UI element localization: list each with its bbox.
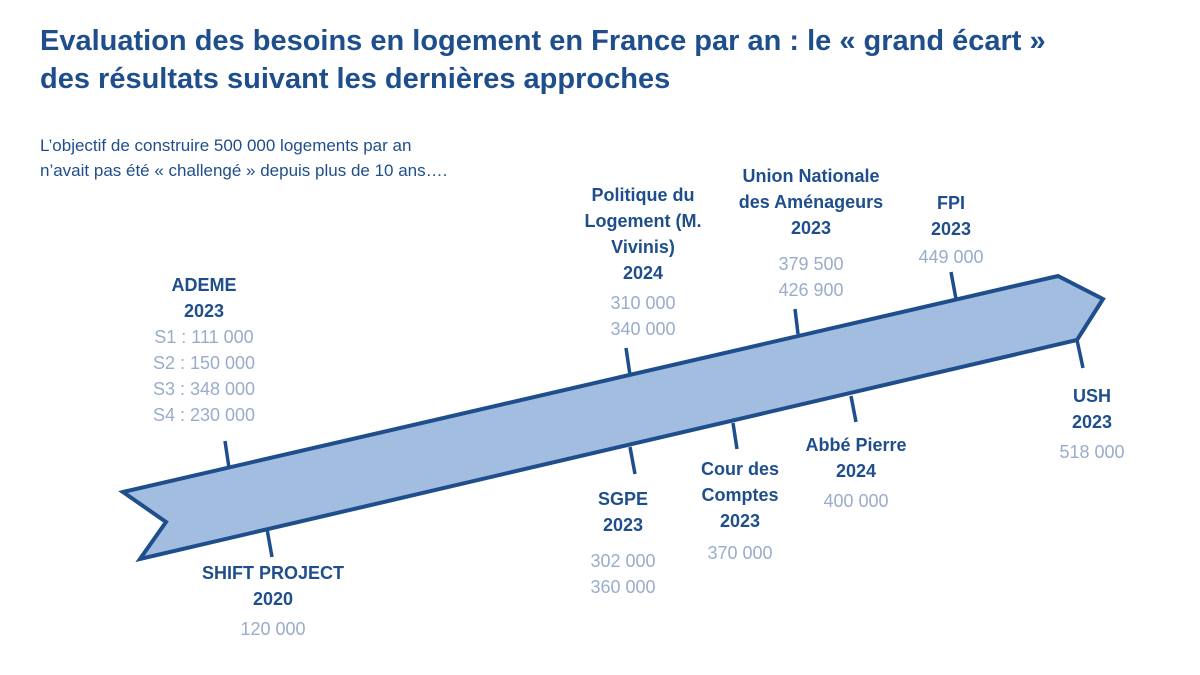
source-value: S2 : 150 000 bbox=[152, 353, 256, 373]
source-politique-du-logement: Politique du Logement (M. Vivinis) 2024 … bbox=[563, 182, 723, 342]
source-value: S4 : 230 000 bbox=[152, 405, 256, 425]
source-year: 2024 bbox=[622, 263, 664, 283]
source-ush: USH 2023 518 000 bbox=[1042, 383, 1142, 465]
source-name: Politique du bbox=[591, 185, 695, 205]
source-fpi: FPI 2023 449 000 bbox=[901, 190, 1001, 270]
source-year: 2023 bbox=[183, 301, 225, 321]
source-name: SHIFT PROJECT bbox=[201, 563, 344, 583]
tick-abbe bbox=[849, 395, 858, 423]
subtitle-line-1: L’objectif de construire 500 000 logemen… bbox=[40, 136, 412, 155]
tick-fpi bbox=[949, 271, 958, 300]
tick-sgpe bbox=[628, 446, 637, 475]
source-value: 340 000 bbox=[610, 319, 676, 339]
source-value: 400 000 bbox=[823, 491, 889, 511]
source-shift-project: SHIFT PROJECT 2020 120 000 bbox=[183, 560, 363, 642]
source-ademe: ADEME 2023 S1 : 111 000 S2 : 150 000 S3 … bbox=[129, 272, 279, 428]
tick-unam bbox=[793, 308, 800, 335]
source-value: 302 000 bbox=[590, 551, 656, 571]
source-value: 120 000 bbox=[240, 619, 306, 639]
source-abbe-pierre: Abbé Pierre 2024 400 000 bbox=[786, 432, 926, 514]
tick-ush bbox=[1075, 339, 1085, 369]
source-union-nationale-des-amenageurs: Union Nationale des Aménageurs 2023 379 … bbox=[726, 163, 896, 303]
source-year: 2024 bbox=[835, 461, 877, 481]
source-value: 360 000 bbox=[590, 577, 656, 597]
source-year: 2023 bbox=[930, 219, 972, 239]
source-sgpe: SGPE 2023 302 000 360 000 bbox=[563, 486, 683, 600]
source-value: 449 000 bbox=[918, 247, 984, 267]
page-title: Evaluation des besoins en logement en Fr… bbox=[40, 22, 1160, 98]
source-value: 310 000 bbox=[610, 293, 676, 313]
source-name: Abbé Pierre bbox=[805, 435, 907, 455]
tick-marks bbox=[223, 271, 1085, 558]
source-year: 2023 bbox=[1071, 412, 1113, 432]
source-year: 2023 bbox=[790, 218, 832, 238]
source-value: 518 000 bbox=[1059, 442, 1125, 462]
subtitle-line-2: n’avait pas été « challengé » depuis plu… bbox=[40, 161, 448, 180]
source-name: Cour des bbox=[700, 459, 779, 479]
source-name: ADEME bbox=[171, 275, 237, 295]
source-value: S1 : 111 000 bbox=[154, 327, 254, 347]
source-value: 379 500 bbox=[778, 254, 844, 274]
source-name: FPI bbox=[936, 193, 965, 213]
tick-politique bbox=[624, 347, 632, 376]
title-line-1: Evaluation des besoins en logement en Fr… bbox=[40, 25, 1046, 57]
source-value: 370 000 bbox=[707, 543, 773, 563]
source-name: Vivinis) bbox=[611, 237, 675, 257]
tick-ademe bbox=[223, 440, 231, 469]
source-name: des Aménageurs bbox=[738, 192, 884, 212]
source-value: S3 : 348 000 bbox=[152, 379, 256, 399]
subtitle: L’objectif de construire 500 000 logemen… bbox=[40, 133, 560, 183]
source-year: 2020 bbox=[252, 589, 294, 609]
title-line-2: des résultats suivant les dernières appr… bbox=[40, 63, 671, 95]
source-name: USH bbox=[1072, 386, 1111, 406]
source-cour-des-comptes: Cour des Comptes 2023 370 000 bbox=[680, 456, 800, 566]
source-name: SGPE bbox=[597, 489, 649, 509]
tick-cour bbox=[731, 422, 739, 450]
source-year: 2023 bbox=[719, 511, 761, 531]
source-year: 2023 bbox=[602, 515, 644, 535]
source-name: Comptes bbox=[701, 485, 779, 505]
tick-shift bbox=[265, 528, 274, 558]
source-name: Logement (M. bbox=[584, 211, 702, 231]
source-value: 426 900 bbox=[778, 280, 844, 300]
source-name: Union Nationale bbox=[742, 166, 880, 186]
